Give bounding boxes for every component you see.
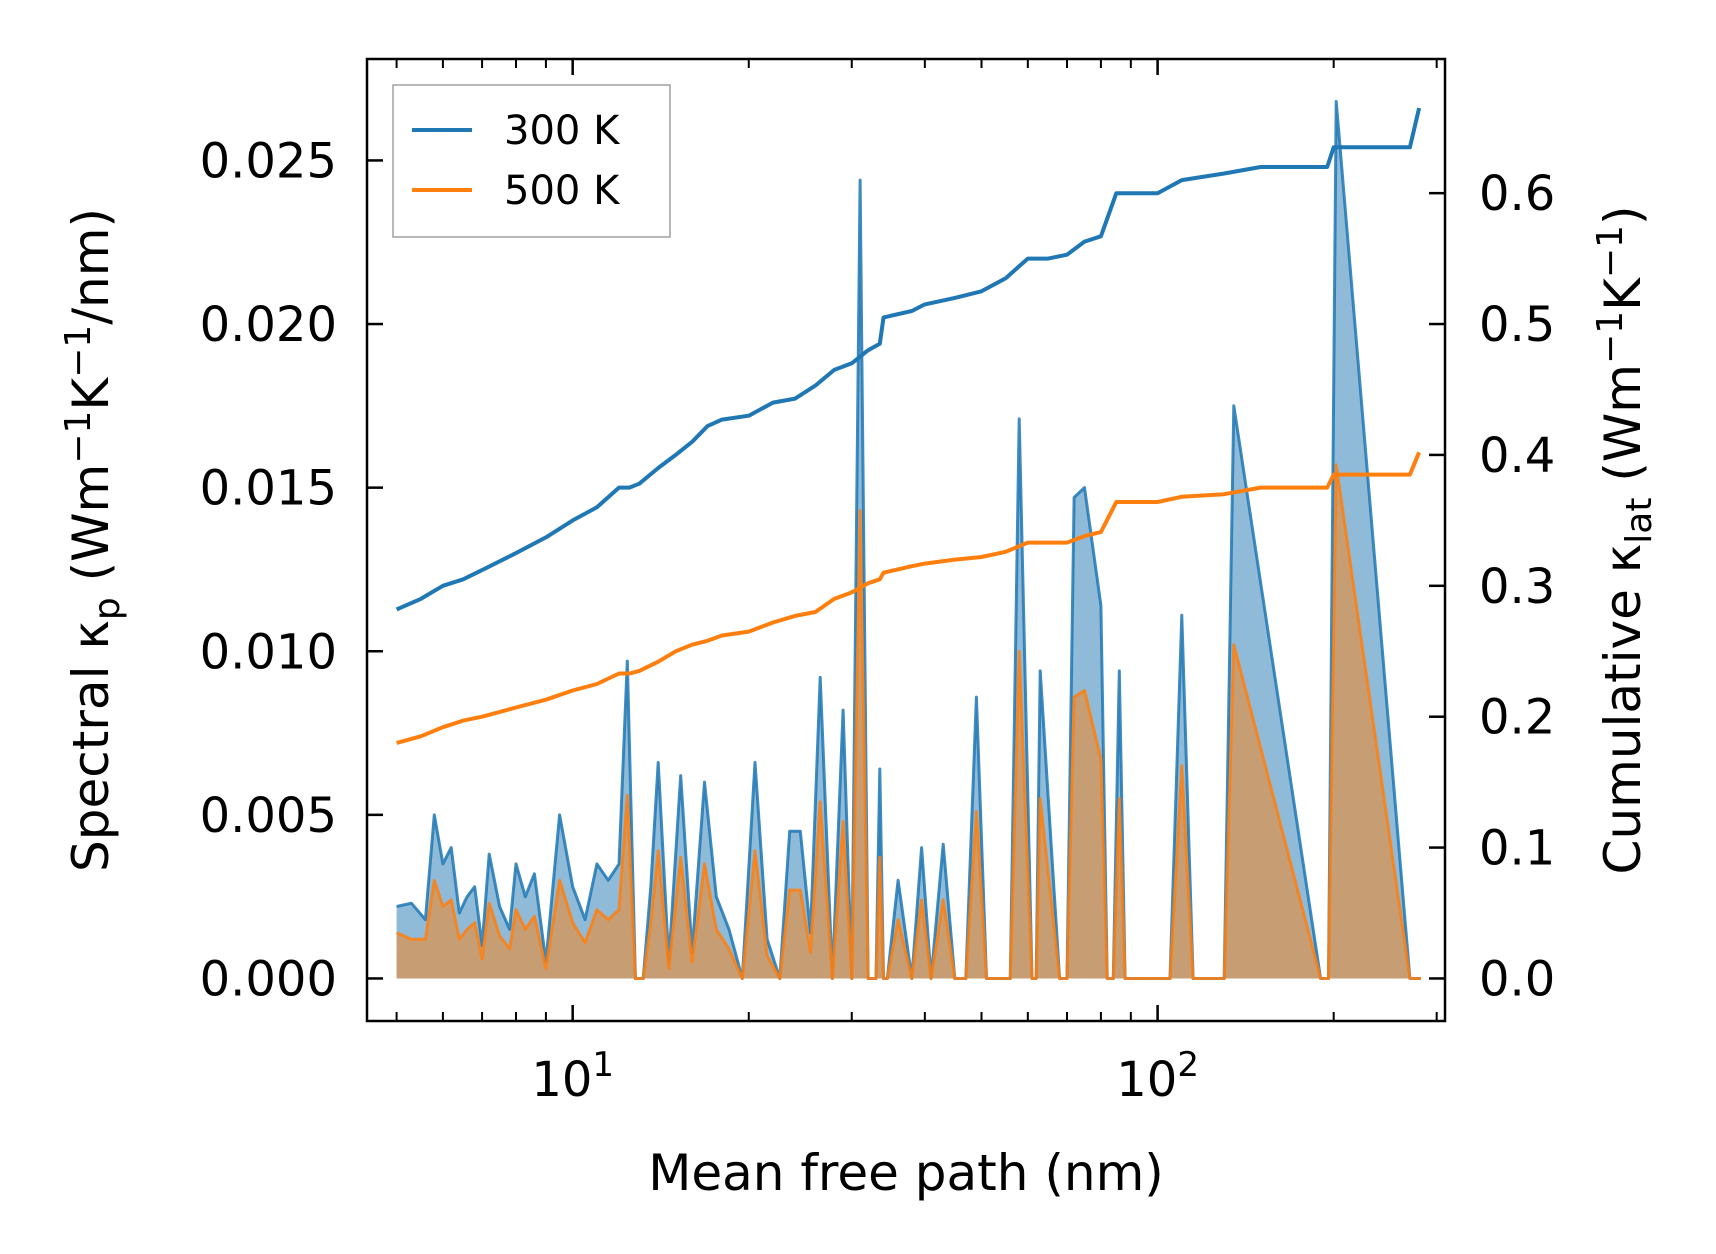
y-right-tick-label: 0.1 — [1479, 821, 1555, 877]
y-left-tick-label: 0.005 — [200, 788, 337, 844]
legend-label-300k: 300 K — [504, 108, 621, 154]
legend-box — [392, 84, 671, 238]
axis-ticks: 0.000 0.005 0.010 0.015 0.020 0.025 0.0 0.1 0.2 0… — [200, 59, 1555, 1108]
x-tick-label: 102 — [1116, 1045, 1199, 1108]
legend-label-500k: 500 K — [504, 168, 621, 214]
spectral-fills — [395, 100, 1422, 980]
cumulative-line-300k — [395, 107, 1422, 612]
y-axis-right-title: Cumulative κlat (Wm−1K−1) — [1590, 206, 1660, 875]
y-left-tick-label: 0.010 — [200, 624, 337, 680]
x-axis-title: Mean free path (nm) — [648, 1144, 1164, 1202]
plot-frame — [365, 57, 1447, 1023]
y-right-tick-label: 0.2 — [1479, 690, 1555, 746]
y-right-tick-label: 0.6 — [1479, 166, 1555, 222]
y-left-tick-label: 0.020 — [200, 297, 337, 353]
y-right-tick-label: 0.3 — [1479, 559, 1555, 615]
y-right-tick-label: 0.4 — [1479, 428, 1555, 484]
y-left-tick-label: 0.015 — [200, 461, 337, 517]
y-left-tick-label: 0.025 — [200, 133, 337, 189]
y-axis-left-title: Spectral κp (Wm−1K−1/nm) — [58, 208, 128, 872]
y-right-tick-label: 0.5 — [1479, 297, 1555, 353]
cumulative-line-500k — [396, 451, 1421, 745]
legend: 300 K 500 K — [392, 84, 671, 238]
data-lines — [395, 107, 1422, 745]
spectral-line-500k — [395, 463, 1421, 980]
y-left-tick-label: 0.000 — [200, 951, 337, 1007]
y-right-tick-label: 0.0 — [1479, 951, 1555, 1007]
x-tick-label: 101 — [531, 1045, 614, 1108]
